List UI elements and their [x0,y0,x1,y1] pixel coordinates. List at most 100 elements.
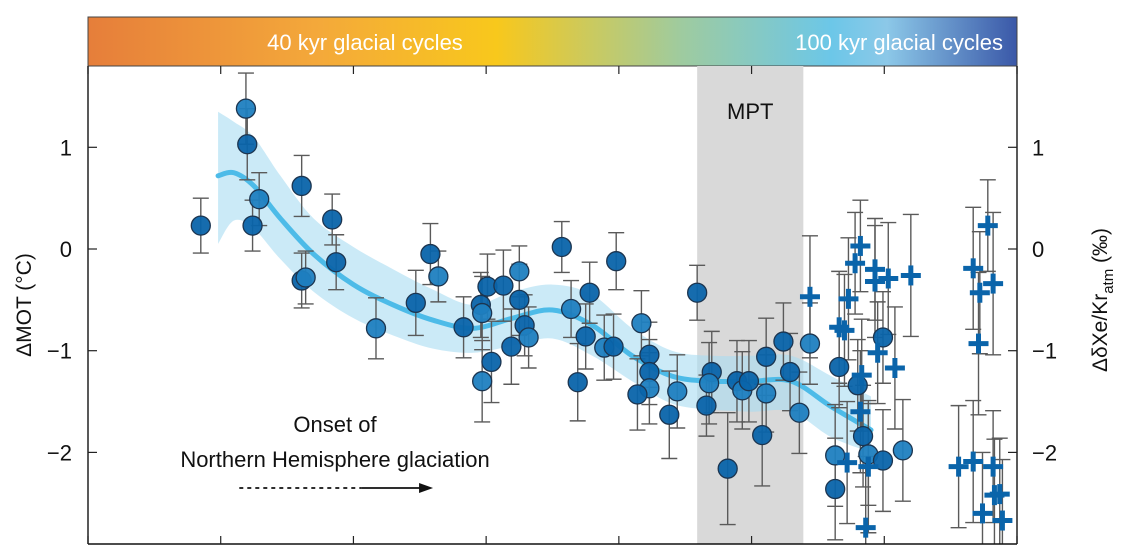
mot-data-point [667,381,688,402]
xekr-data-point [963,451,984,472]
nh-glaciation-annotation: Onset of Northern Hemisphere glaciation [180,412,490,493]
mot-data-point [698,373,720,394]
mot-data-point [405,292,426,314]
y-tick-label-right: −2 [1032,440,1057,465]
mot-data-point [575,326,596,347]
mot-data-point [481,351,502,373]
xekr-data-point [983,456,1004,477]
y-tick-label-right: 1 [1032,135,1044,160]
mot-data-point [235,98,257,119]
mot-data-point [799,333,821,354]
annotation-arrow-head [419,482,434,493]
mot-data-point [428,266,449,287]
xekr-data-point [969,282,990,303]
xekr-data-point [850,401,871,422]
mot-data-point [567,372,588,393]
mot-points [190,98,914,500]
mpt-shaded-region [697,66,804,544]
mot-data-point [631,313,652,334]
xekr-data-point [963,258,984,279]
mot-data-point [892,440,914,461]
mot-data-point [551,236,572,258]
mot-data-point [237,134,258,155]
y-axis-title-right-sub: atm [1100,269,1117,294]
xekr-data-point [983,273,1004,294]
y-axis-title-right: ΔδXe/Kratm (‰) [1089,228,1117,372]
xekr-data-point [850,235,871,256]
mot-data-point [773,331,794,352]
xekr-data-point [855,517,876,538]
mot-data-point [756,383,777,404]
mot-data-point [295,267,316,288]
mpt-label: MPT [727,99,773,124]
mot-data-point [789,402,810,423]
xekr-data-point [977,215,998,236]
xekr-data-point [900,265,921,286]
mot-data-point [420,243,441,265]
mot-data-point [627,384,648,405]
mot-data-point [509,289,530,311]
mot-data-point [472,302,493,324]
xekr-data-point [864,271,885,292]
xekr-data-point [834,320,855,341]
mot-data-point [659,404,680,425]
xekr-data-point [948,456,969,477]
mot-data-point [738,371,760,392]
mot-data-point [249,189,270,210]
y-tick-label-left: −2 [47,440,72,465]
glacial-cycle-band: 40 kyr glacial cycles 100 kyr glacial cy… [87,16,1018,67]
y-tick-label-left: 1 [60,135,72,160]
mot-data-point [779,361,801,383]
mot-data-point [696,395,717,416]
xekr-data-point [968,333,989,354]
mot-data-point [560,298,582,320]
mot-data-point [829,356,850,378]
mot-data-point [472,371,493,392]
mot-data-point [509,261,530,282]
annotation-line2: Northern Hemisphere glaciation [180,447,489,472]
mot-data-point [365,318,387,339]
mot-data-point [190,215,211,236]
xekr-data-point [845,253,866,274]
y-axis-title-right-main: ΔδXe/Kr [1089,294,1112,372]
y-axis-title-right-unit: (‰) [1089,228,1112,269]
glacial-cycle-gradient [87,16,1018,67]
xekr-data-point [851,365,872,386]
mot-data-point [756,346,777,367]
annotation-line1: Onset of [293,412,377,437]
mot-data-point [717,458,738,479]
y-axis-title-left: ΔMOT (°C) [13,253,36,357]
mot-data-point [852,425,874,447]
mot-data-point [825,478,846,500]
mot-data-point [518,327,539,348]
xekr-data-point [989,484,1010,505]
y-tick-label-left: −1 [47,339,72,364]
mot-data-point [752,424,773,446]
xekr-data-point [838,288,859,309]
mot-data-point [242,215,263,236]
xekr-data-point [972,503,993,524]
xekr-data-point [837,452,858,473]
mot-data-point [291,175,312,197]
y-tick-label-left: 0 [60,237,72,262]
mot-data-point [493,275,514,296]
mot-data-point [639,344,660,365]
mot-data-point [579,282,600,303]
band-label-100kyr: 100 kyr glacial cycles [795,30,1003,55]
mot-data-point [872,327,894,348]
mot-data-point [606,251,627,272]
xekr-data-point [884,357,905,378]
xekr-data-point [799,286,820,307]
band-label-40kyr: 40 kyr glacial cycles [267,30,463,55]
xekr-points [799,215,1013,538]
mot-data-point [322,209,343,230]
mot-data-point [603,336,624,357]
xekr-data-point [867,342,888,363]
mot-data-point [687,282,708,303]
mot-data-point [501,336,522,357]
mot-data-point [847,375,868,396]
mot-data-point [453,317,474,338]
axis-ticks: 1 0 −1 −2 1 0 −1 −2 [47,66,1057,544]
y-tick-label-right: −1 [1032,339,1057,364]
